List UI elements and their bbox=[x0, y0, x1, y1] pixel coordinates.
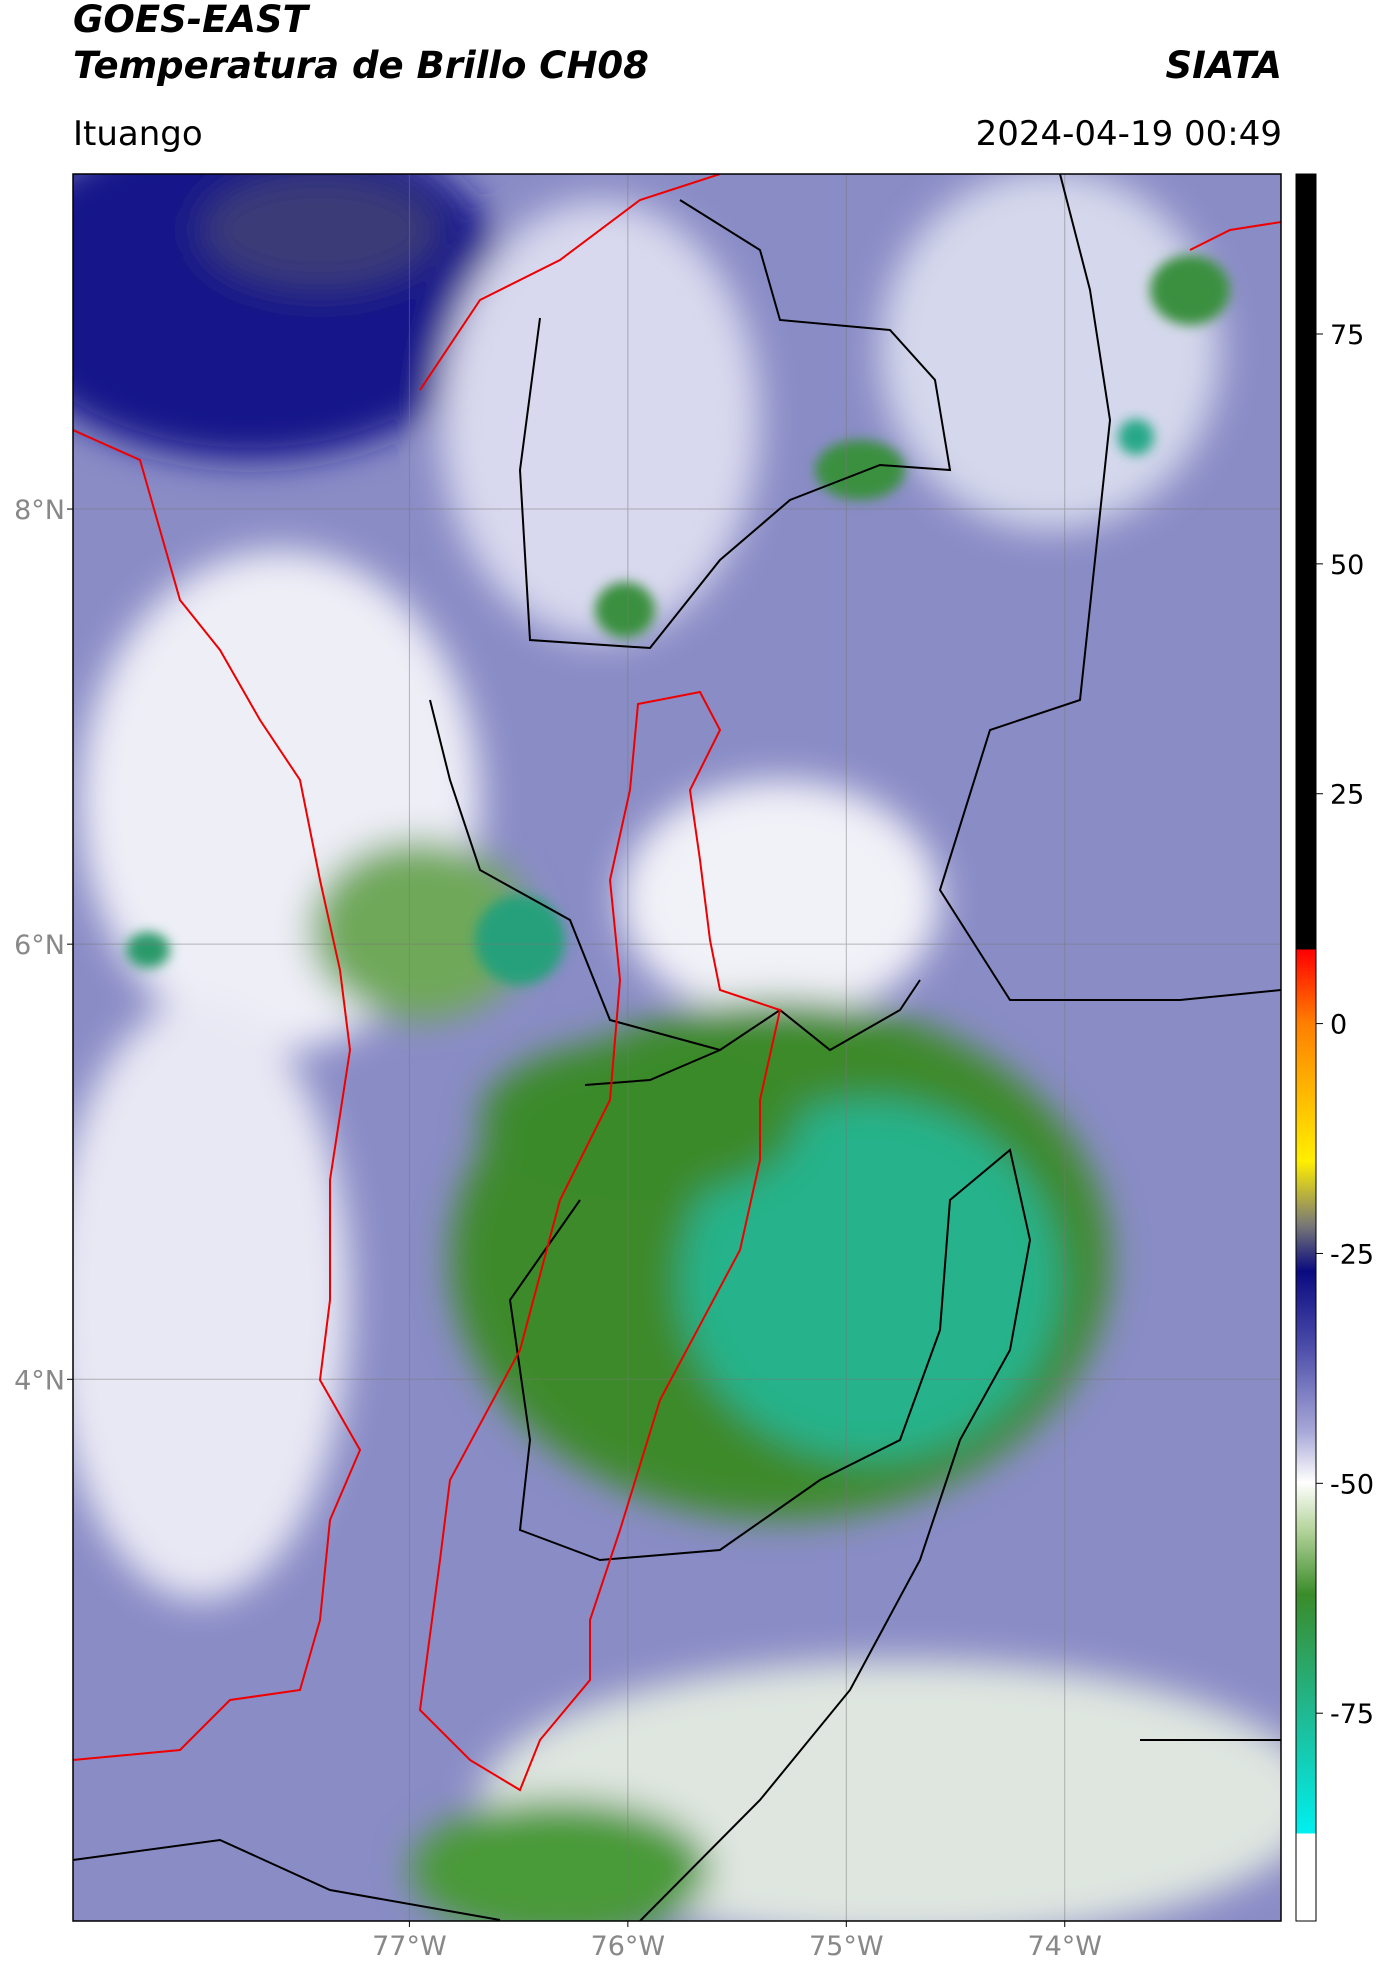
colorbar-tick-label: 50 bbox=[1330, 550, 1364, 581]
colorbar-tick-label: -75 bbox=[1330, 1699, 1374, 1730]
datetime: 2024-04-19 00:49 bbox=[975, 114, 1282, 154]
lon-tick-label: 75°W bbox=[809, 1931, 884, 1962]
colorbar bbox=[1295, 173, 1317, 1922]
lon-tick-label: 77°W bbox=[372, 1931, 447, 1962]
colorbar-tick-label: -50 bbox=[1330, 1469, 1374, 1500]
highlight-borders bbox=[73, 174, 1281, 1792]
map-area bbox=[73, 174, 1281, 1921]
map-frame bbox=[72, 173, 1282, 1922]
title: GOES-EAST bbox=[73, 0, 308, 41]
lon-tick-label: 74°W bbox=[1027, 1931, 1102, 1962]
lat-tick-label: 8°N bbox=[14, 495, 65, 526]
location: Ituango bbox=[73, 114, 203, 154]
colorbar-tick-label: -25 bbox=[1330, 1239, 1374, 1270]
colorbar-tick-label: 0 bbox=[1330, 1010, 1347, 1041]
lat-tick-label: 4°N bbox=[14, 1365, 65, 1396]
borders bbox=[73, 174, 1281, 1921]
subtitle: Temperatura de Brillo CH08 bbox=[73, 44, 649, 87]
grid bbox=[73, 174, 1281, 1921]
colorbar-tick-label: 75 bbox=[1330, 320, 1364, 351]
organization: SIATA bbox=[1165, 44, 1282, 87]
lon-tick-label: 76°W bbox=[591, 1931, 666, 1962]
lat-tick-label: 6°N bbox=[14, 930, 65, 961]
colorbar-tick-label: 25 bbox=[1330, 780, 1364, 811]
